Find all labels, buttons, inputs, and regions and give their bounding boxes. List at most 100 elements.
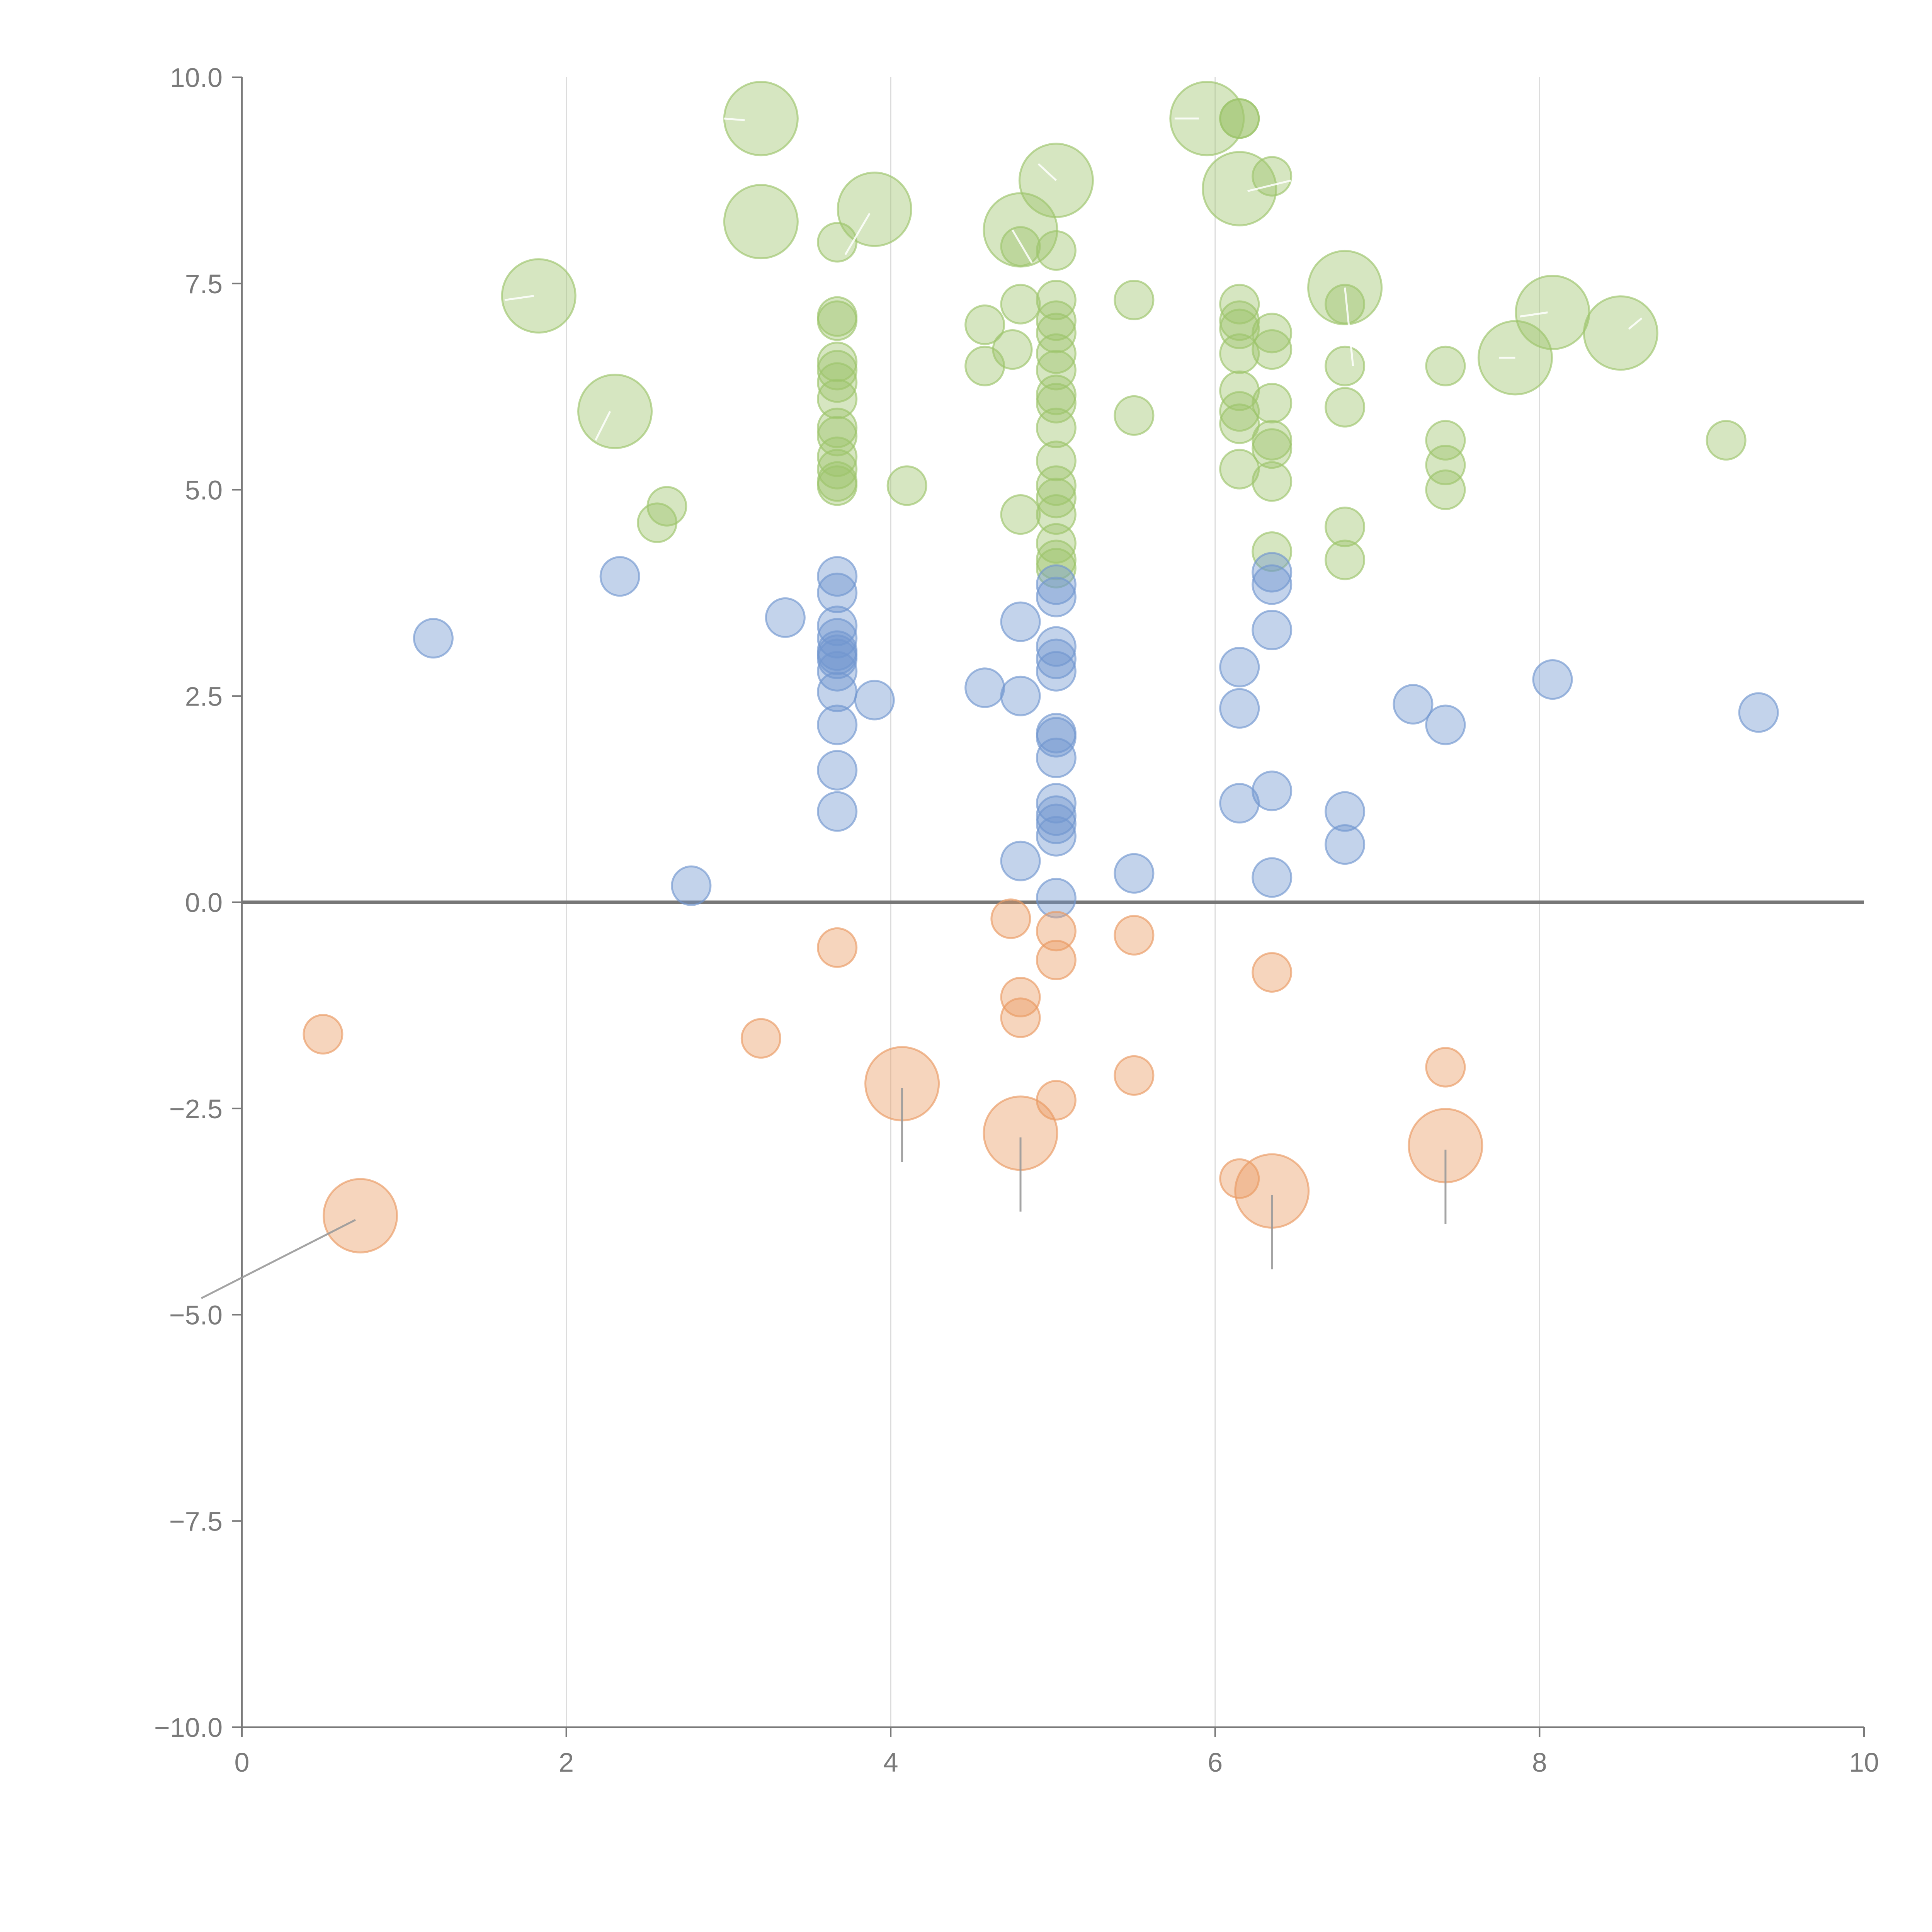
green-point bbox=[1169, 81, 1245, 156]
green-point bbox=[817, 362, 858, 403]
green-point bbox=[1000, 494, 1041, 535]
green-point bbox=[1219, 449, 1260, 490]
annotation-leader-line bbox=[1628, 317, 1643, 330]
annotation-leader-line bbox=[1037, 163, 1057, 181]
blue-point bbox=[1252, 609, 1293, 650]
green-point bbox=[1252, 531, 1293, 572]
blue-point bbox=[1219, 647, 1260, 688]
green-point bbox=[577, 374, 653, 449]
green-point bbox=[1425, 469, 1466, 510]
green-point bbox=[886, 465, 927, 506]
green-point bbox=[817, 300, 858, 341]
green-point bbox=[1219, 284, 1260, 325]
green-point bbox=[1425, 444, 1466, 485]
green-point bbox=[1036, 350, 1077, 391]
orange-point bbox=[817, 927, 858, 968]
blue-point bbox=[817, 750, 858, 791]
y-tick-label: 7.5 bbox=[185, 269, 223, 299]
green-point bbox=[1114, 279, 1155, 320]
blue-point bbox=[1036, 795, 1077, 836]
green-point bbox=[1252, 313, 1293, 354]
blue-point bbox=[1036, 783, 1077, 824]
y-tick-label: −10.0 bbox=[154, 1713, 223, 1743]
green-point bbox=[501, 258, 577, 334]
green-point bbox=[1000, 226, 1041, 267]
blue-point bbox=[1036, 564, 1077, 605]
annotation-leader-line bbox=[1344, 287, 1354, 366]
green-point bbox=[817, 436, 858, 477]
blue-point bbox=[817, 572, 858, 613]
orange-point bbox=[1036, 911, 1077, 952]
annotation-leader-line bbox=[1247, 179, 1292, 192]
blue-point bbox=[1219, 688, 1260, 729]
annotation-leader-line bbox=[504, 295, 534, 301]
green-point bbox=[817, 379, 858, 420]
blue-point bbox=[1000, 675, 1041, 716]
blue-point bbox=[854, 680, 895, 721]
green-point bbox=[1325, 345, 1366, 386]
green-point bbox=[1114, 395, 1155, 436]
orange-point bbox=[1425, 1047, 1466, 1088]
blue-point bbox=[1325, 824, 1366, 865]
green-point bbox=[1036, 523, 1077, 564]
x-tick-label: 10 bbox=[1849, 1747, 1879, 1777]
green-point bbox=[1000, 284, 1041, 325]
blue-point bbox=[1325, 791, 1366, 832]
y-tick-label: −7.5 bbox=[169, 1506, 223, 1536]
green-point bbox=[1036, 383, 1077, 423]
blue-point bbox=[964, 667, 1005, 708]
green-point bbox=[723, 184, 799, 260]
green-point bbox=[1583, 295, 1658, 371]
green-point bbox=[1325, 387, 1366, 428]
blue-point bbox=[1036, 878, 1077, 918]
green-point bbox=[817, 465, 858, 506]
blue-point bbox=[1036, 803, 1077, 844]
y-tick-label: 10.0 bbox=[170, 63, 223, 93]
green-point bbox=[817, 342, 858, 383]
x-tick-label: 2 bbox=[559, 1747, 574, 1777]
annotation-leaders bbox=[201, 117, 1643, 1299]
orange-point bbox=[1252, 952, 1293, 993]
tick-labels: 0 2 4 6 8 10 10.0 7.5 5.0 2.5 0.0 −2.5 −5.0 −7.5 −10.0 bbox=[154, 63, 1879, 1777]
green-point bbox=[964, 304, 1005, 345]
series-green bbox=[501, 81, 1747, 588]
x-tick-label: 6 bbox=[1208, 1747, 1223, 1777]
green-point bbox=[1036, 407, 1077, 448]
green-point bbox=[1219, 391, 1260, 432]
green-point bbox=[1425, 345, 1466, 386]
orange-point bbox=[1219, 1158, 1260, 1199]
green-point bbox=[1252, 156, 1293, 197]
green-point bbox=[1036, 478, 1077, 519]
blue-point bbox=[817, 791, 858, 832]
green-point bbox=[817, 449, 858, 490]
orange-point bbox=[322, 1178, 398, 1253]
series-blue bbox=[413, 552, 1779, 918]
blue-point bbox=[1036, 577, 1077, 617]
blue-point bbox=[817, 605, 858, 646]
green-point bbox=[1325, 284, 1366, 325]
green-point bbox=[1219, 98, 1260, 139]
green-point bbox=[1252, 428, 1293, 469]
green-point bbox=[1202, 151, 1277, 226]
green-point bbox=[1036, 548, 1077, 588]
orange-point bbox=[990, 898, 1031, 939]
orange-point bbox=[1036, 939, 1077, 980]
x-tick-label: 0 bbox=[235, 1747, 250, 1777]
green-point bbox=[1325, 507, 1366, 548]
annotation-leader-line bbox=[201, 1219, 356, 1299]
blue-point bbox=[1036, 626, 1077, 667]
blue-point bbox=[1114, 853, 1155, 894]
blue-point bbox=[1219, 783, 1260, 824]
green-point bbox=[817, 416, 858, 457]
blue-point bbox=[1425, 704, 1466, 745]
blue-point bbox=[1738, 692, 1779, 733]
green-point bbox=[1036, 313, 1077, 354]
green-point bbox=[1252, 461, 1293, 502]
blue-point bbox=[1000, 601, 1041, 642]
annotation-leader-line bbox=[594, 411, 611, 441]
y-tick-label: 5.0 bbox=[185, 475, 223, 505]
orange-point bbox=[1000, 977, 1041, 1018]
y-tick-label: 0.0 bbox=[185, 888, 223, 918]
orange-point bbox=[1114, 1055, 1155, 1096]
